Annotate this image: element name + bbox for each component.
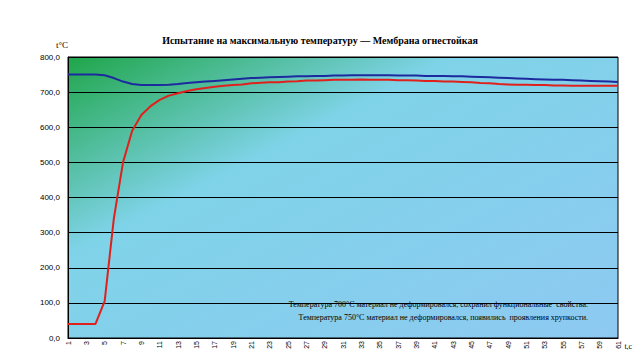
svg-text:61: 61 bbox=[615, 341, 622, 349]
svg-text:600,0: 600,0 bbox=[40, 123, 61, 132]
svg-text:t°C: t°C bbox=[56, 40, 68, 50]
svg-text:13: 13 bbox=[175, 341, 182, 349]
svg-text:100,0: 100,0 bbox=[40, 298, 61, 307]
svg-text:55: 55 bbox=[560, 341, 567, 349]
svg-text:43: 43 bbox=[450, 341, 457, 349]
svg-text:21: 21 bbox=[248, 341, 255, 349]
svg-text:47: 47 bbox=[486, 341, 493, 349]
svg-text:35: 35 bbox=[376, 341, 383, 349]
svg-text:15: 15 bbox=[193, 341, 200, 349]
svg-text:800,0: 800,0 bbox=[40, 53, 61, 62]
svg-text:39: 39 bbox=[413, 341, 420, 349]
svg-text:41: 41 bbox=[431, 341, 438, 349]
svg-text:23: 23 bbox=[266, 341, 273, 349]
svg-text:1: 1 bbox=[65, 341, 72, 345]
svg-text:27: 27 bbox=[303, 341, 310, 349]
svg-text:57: 57 bbox=[578, 341, 585, 349]
svg-text:29: 29 bbox=[321, 341, 328, 349]
svg-text:25: 25 bbox=[285, 341, 292, 349]
svg-text:49: 49 bbox=[505, 341, 512, 349]
svg-text:9: 9 bbox=[138, 341, 145, 345]
svg-text:53: 53 bbox=[541, 341, 548, 349]
svg-text:Температура 700°С материал не: Температура 700°С материал не деформиров… bbox=[288, 299, 588, 309]
svg-text:500,0: 500,0 bbox=[40, 158, 61, 167]
svg-text:45: 45 bbox=[468, 341, 475, 349]
svg-text:17: 17 bbox=[211, 341, 218, 349]
svg-text:37: 37 bbox=[395, 341, 402, 349]
svg-text:33: 33 bbox=[358, 341, 365, 349]
svg-text:11: 11 bbox=[156, 341, 163, 348]
svg-text:700,0: 700,0 bbox=[40, 88, 61, 97]
svg-text:59: 59 bbox=[596, 341, 603, 349]
svg-text:300,0: 300,0 bbox=[40, 228, 61, 237]
svg-text:3: 3 bbox=[83, 341, 90, 345]
svg-text:Температура 750°С материал не: Температура 750°С материал не деформиров… bbox=[299, 313, 588, 322]
svg-text:Испытание на максимальную темп: Испытание на максимальную температуру — … bbox=[162, 35, 478, 46]
svg-text:31: 31 bbox=[340, 341, 347, 349]
svg-text:19: 19 bbox=[230, 341, 237, 349]
svg-text:5: 5 bbox=[101, 341, 108, 345]
svg-text:200,0: 200,0 bbox=[40, 263, 61, 272]
svg-text:51: 51 bbox=[523, 341, 530, 349]
svg-text:0,0: 0,0 bbox=[49, 334, 61, 343]
svg-text:t,c: t,c bbox=[624, 342, 632, 351]
svg-text:400,0: 400,0 bbox=[40, 193, 61, 202]
svg-text:7: 7 bbox=[120, 341, 127, 345]
